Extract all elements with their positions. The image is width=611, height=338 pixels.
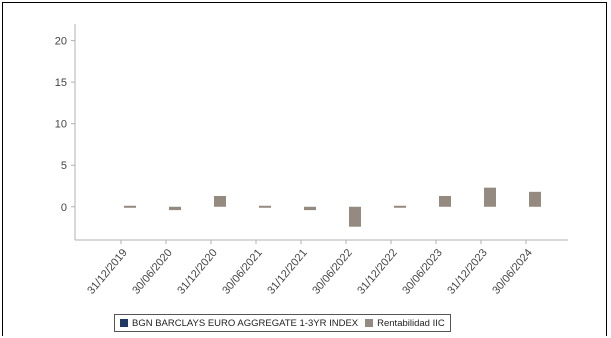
x-tick-label: 31/12/2022 bbox=[355, 247, 400, 297]
y-ticks: 0 5 10 15 20 bbox=[55, 36, 75, 214]
bars bbox=[124, 187, 541, 227]
legend-item-benchmark: BGN BARCLAYS EURO AGGREGATE 1-3YR INDEX bbox=[120, 318, 358, 329]
x-tick-label: 30/06/2020 bbox=[130, 247, 175, 297]
x-ticks: 31/12/2019 30/06/2020 31/12/2020 30/06/2021… bbox=[85, 240, 535, 297]
x-axis: 31/12/2019 30/06/2020 31/12/2020 30/06/2021… bbox=[75, 239, 568, 297]
chart-frame bbox=[2, 2, 607, 336]
x-tick-label: 31/12/2020 bbox=[175, 247, 220, 297]
y-tick-label: 15 bbox=[55, 77, 67, 89]
bar-rentabilidad-iic bbox=[349, 206, 361, 227]
legend-label-rentabilidad: Rentabilidad IIC bbox=[377, 317, 445, 329]
y-tick-label: 20 bbox=[55, 36, 67, 48]
bar-rentabilidad-iic bbox=[529, 191, 541, 207]
y-tick-label: 10 bbox=[55, 119, 67, 131]
legend: BGN BARCLAYS EURO AGGREGATE 1-3YR INDEX … bbox=[114, 314, 451, 332]
legend-swatch-rentabilidad bbox=[365, 319, 374, 327]
bar-rentabilidad-iic bbox=[259, 205, 271, 208]
x-tick-label: 31/12/2021 bbox=[265, 247, 310, 297]
bar-rentabilidad-iic bbox=[214, 195, 226, 207]
x-tick-label: 31/12/2019 bbox=[85, 247, 130, 297]
bar-rentabilidad-iic bbox=[169, 206, 181, 211]
y-tick-label: 0 bbox=[61, 202, 67, 214]
legend-item-rentabilidad: Rentabilidad IIC bbox=[365, 318, 445, 329]
bar-rentabilidad-iic bbox=[484, 187, 496, 207]
x-tick-label: 30/06/2021 bbox=[220, 247, 265, 297]
bar-rentabilidad-iic bbox=[394, 205, 406, 208]
x-tick-label: 30/06/2024 bbox=[490, 247, 535, 297]
legend-label-benchmark: BGN BARCLAYS EURO AGGREGATE 1-3YR INDEX bbox=[132, 317, 359, 329]
bar-rentabilidad-iic bbox=[439, 195, 451, 207]
bar-rentabilidad-iic bbox=[124, 205, 136, 208]
x-tick-label: 30/06/2022 bbox=[310, 247, 355, 297]
y-axis: 0 5 10 15 20 bbox=[55, 24, 76, 240]
x-tick-label: 30/06/2023 bbox=[400, 247, 445, 297]
x-tick-label: 31/12/2023 bbox=[445, 247, 490, 297]
bar-rentabilidad-iic bbox=[304, 206, 316, 211]
y-tick-label: 5 bbox=[61, 160, 67, 172]
legend-swatch-benchmark bbox=[120, 319, 128, 327]
